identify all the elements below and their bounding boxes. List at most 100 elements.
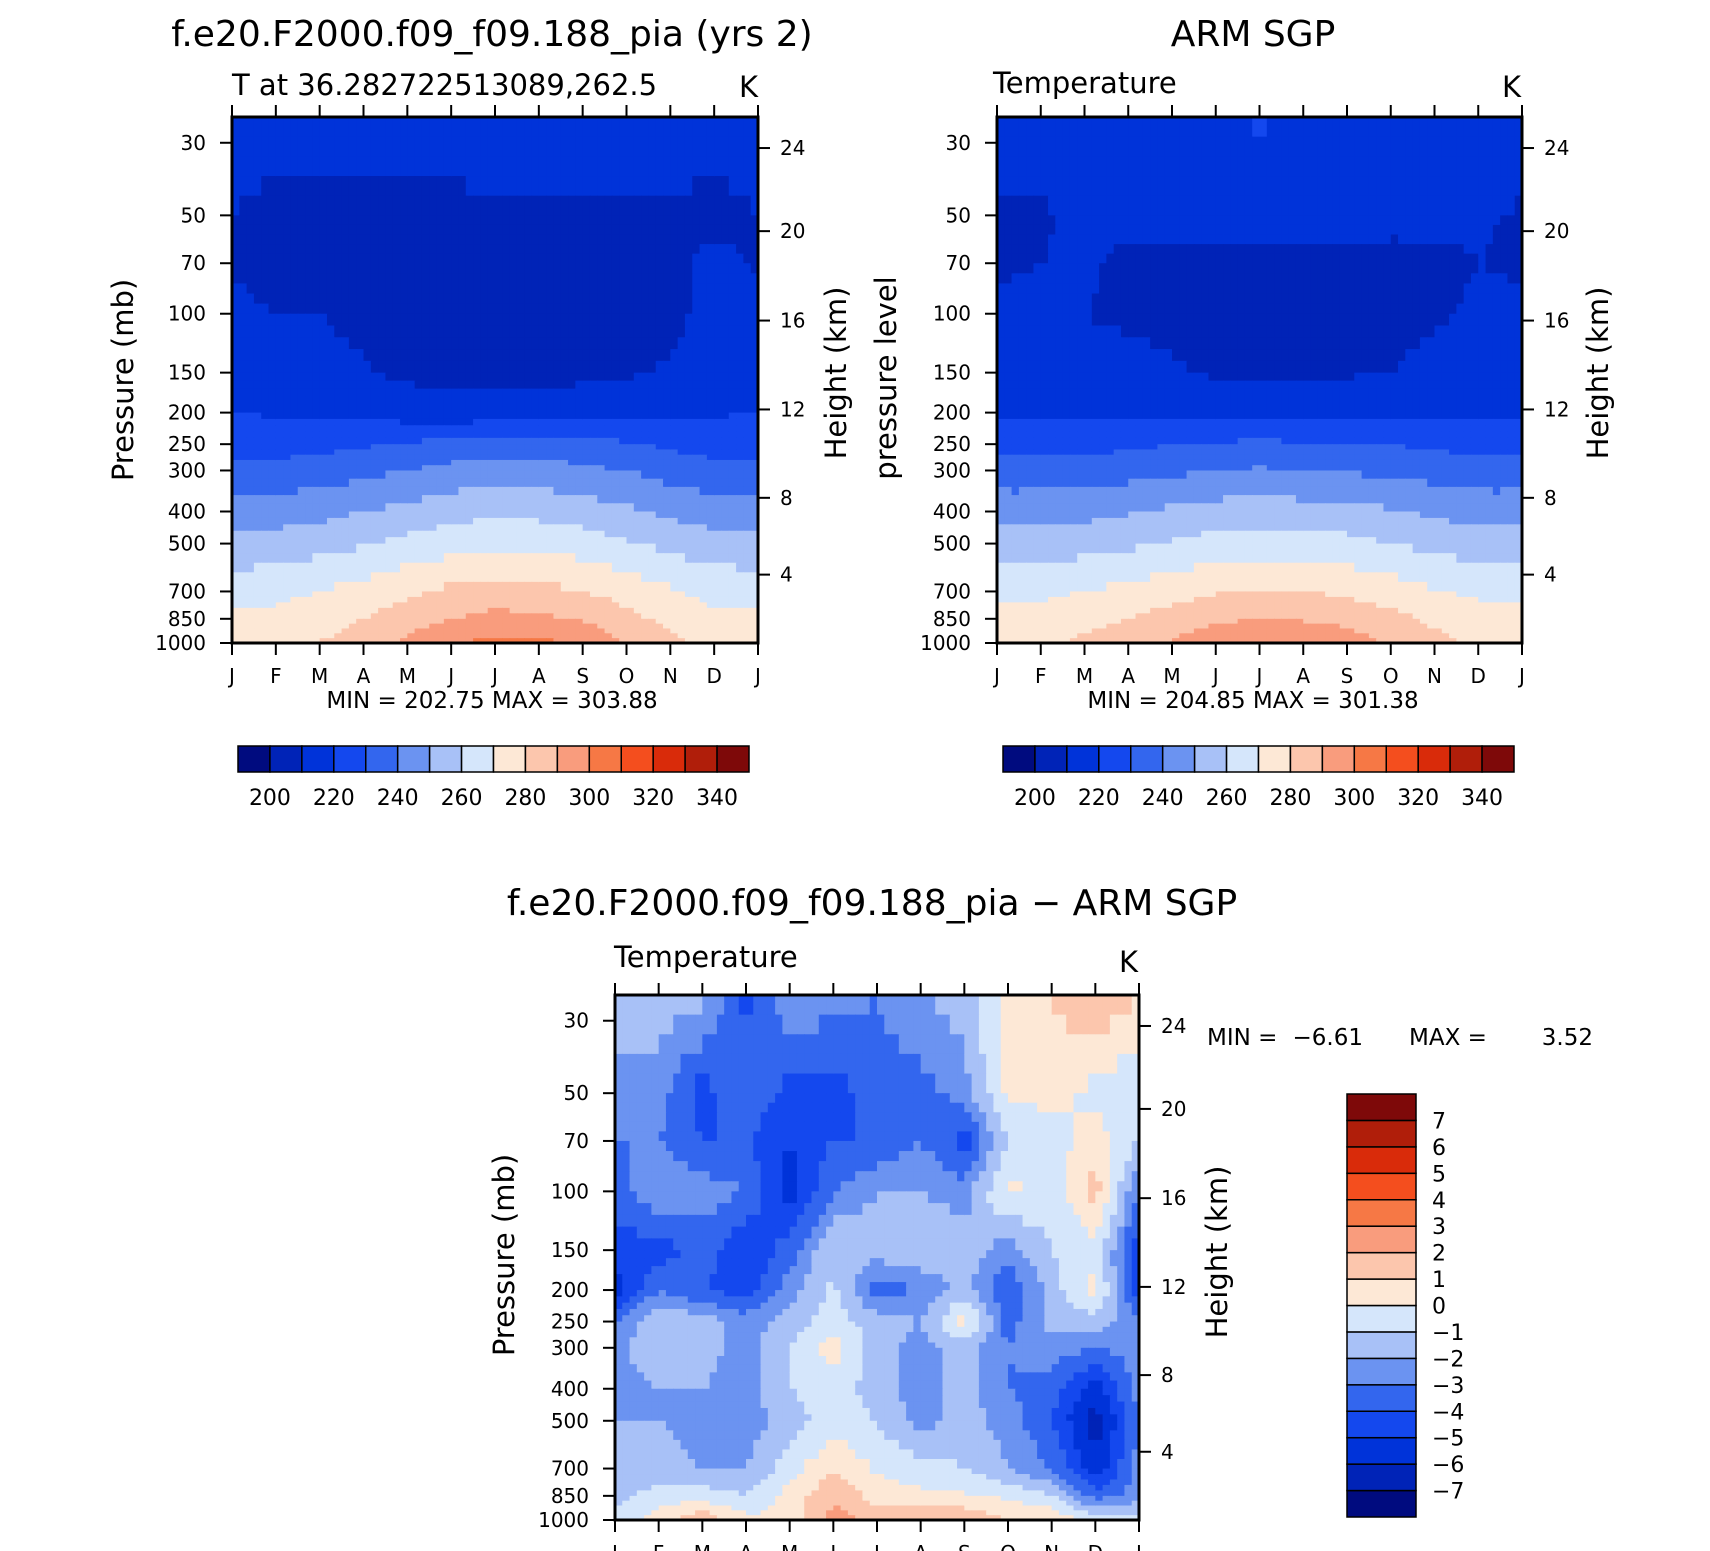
contour-cell	[480, 602, 489, 609]
contour-cell	[370, 437, 379, 445]
contour-cell	[261, 418, 270, 426]
contour-cell	[721, 562, 730, 573]
contour-cell	[619, 633, 628, 639]
contour-cell	[290, 628, 299, 634]
contour-cell	[670, 530, 679, 538]
contour-cell	[239, 591, 248, 598]
contour-cell	[283, 388, 292, 398]
contour-cell	[1492, 136, 1501, 157]
contour-cell	[736, 195, 744, 216]
contour-cell	[261, 449, 270, 456]
contour-cell	[297, 503, 306, 513]
contour-cell	[443, 511, 452, 519]
contour-cell	[283, 313, 292, 327]
contour-cell	[480, 156, 489, 177]
contour-cell	[516, 404, 525, 414]
contour-cell	[232, 404, 240, 414]
contour-cell	[589, 425, 598, 433]
contour-cell	[655, 372, 664, 382]
colorbar-label: 260	[441, 786, 483, 811]
contour-cell	[502, 543, 511, 554]
contour-cell	[348, 581, 357, 593]
contour-cell	[414, 486, 423, 496]
contour-cell	[283, 613, 292, 620]
contour-cell	[568, 524, 576, 532]
contour-cell	[1208, 244, 1217, 255]
contour-cell	[253, 404, 262, 414]
contour-cell	[385, 431, 394, 439]
contour-cell	[378, 244, 387, 255]
contour-cell	[728, 431, 737, 439]
contour-cell	[619, 283, 628, 295]
contour-cell	[582, 117, 591, 138]
contour-cell	[582, 372, 591, 382]
contour-cell	[261, 562, 270, 573]
colorbar-label: 300	[568, 786, 610, 811]
contour-cell	[239, 449, 248, 456]
contour-cell	[458, 195, 467, 216]
contour-cell	[465, 325, 474, 338]
contour-cell	[560, 253, 569, 264]
contour-cell	[560, 553, 569, 564]
contour-cell	[283, 349, 292, 362]
contour-cell	[611, 562, 620, 573]
contour-cell	[575, 596, 584, 603]
contour-cell	[451, 486, 460, 496]
contour-cell	[568, 349, 576, 362]
contour-cell	[363, 117, 372, 138]
contour-cell	[451, 623, 460, 630]
contour-cell	[421, 562, 430, 573]
contour-cell	[283, 572, 292, 583]
contour-cell	[326, 224, 335, 236]
contour-cell	[232, 602, 240, 609]
contour-cell	[516, 602, 525, 609]
contour-cell	[334, 470, 343, 480]
contour-cell	[728, 495, 737, 504]
contour-cell	[633, 478, 642, 488]
contour-cell	[699, 136, 708, 157]
contour-cell	[670, 638, 679, 643]
contour-cell	[619, 412, 628, 420]
contour-cell	[414, 530, 423, 538]
contour-cell	[495, 596, 503, 603]
contour-cell	[487, 633, 496, 639]
contour-cell	[239, 396, 248, 406]
contour-cell	[633, 530, 642, 538]
contour-cell	[575, 117, 584, 138]
contour-cell	[502, 478, 511, 488]
contour-cell	[699, 602, 708, 609]
contour-cell	[429, 412, 438, 420]
contour-cell	[546, 224, 555, 236]
contour-cell	[363, 633, 372, 639]
contour-cell	[239, 618, 248, 625]
contour-cell	[283, 156, 292, 177]
contour-cell	[458, 633, 467, 639]
contour-cell	[619, 437, 628, 445]
contour-cell	[1091, 215, 1100, 226]
contour-cell	[312, 478, 321, 488]
contour-cell	[341, 293, 350, 305]
contour-cell	[677, 418, 686, 426]
contour-cell	[1033, 117, 1042, 138]
contour-cell	[261, 618, 270, 625]
contour-cell	[1113, 234, 1122, 245]
contour-cell	[407, 503, 416, 513]
contour-cell	[1106, 253, 1115, 264]
contour-cell	[239, 195, 248, 216]
contour-cell	[487, 325, 496, 338]
contour-cell	[239, 628, 248, 634]
contour-cell	[1128, 176, 1137, 197]
contour-cell	[604, 444, 613, 451]
contour-cell	[706, 459, 715, 466]
contour-cell	[524, 388, 533, 398]
contour-cell	[502, 349, 511, 362]
contour-cell	[582, 553, 591, 564]
contour-cell	[465, 591, 474, 598]
contour-cell	[597, 224, 606, 236]
contour-cell	[1223, 224, 1231, 236]
contour-cell	[736, 431, 744, 439]
contour-cell	[261, 215, 270, 226]
contour-cell	[319, 495, 328, 504]
contour-cell	[538, 283, 547, 295]
contour-cell	[619, 562, 628, 573]
